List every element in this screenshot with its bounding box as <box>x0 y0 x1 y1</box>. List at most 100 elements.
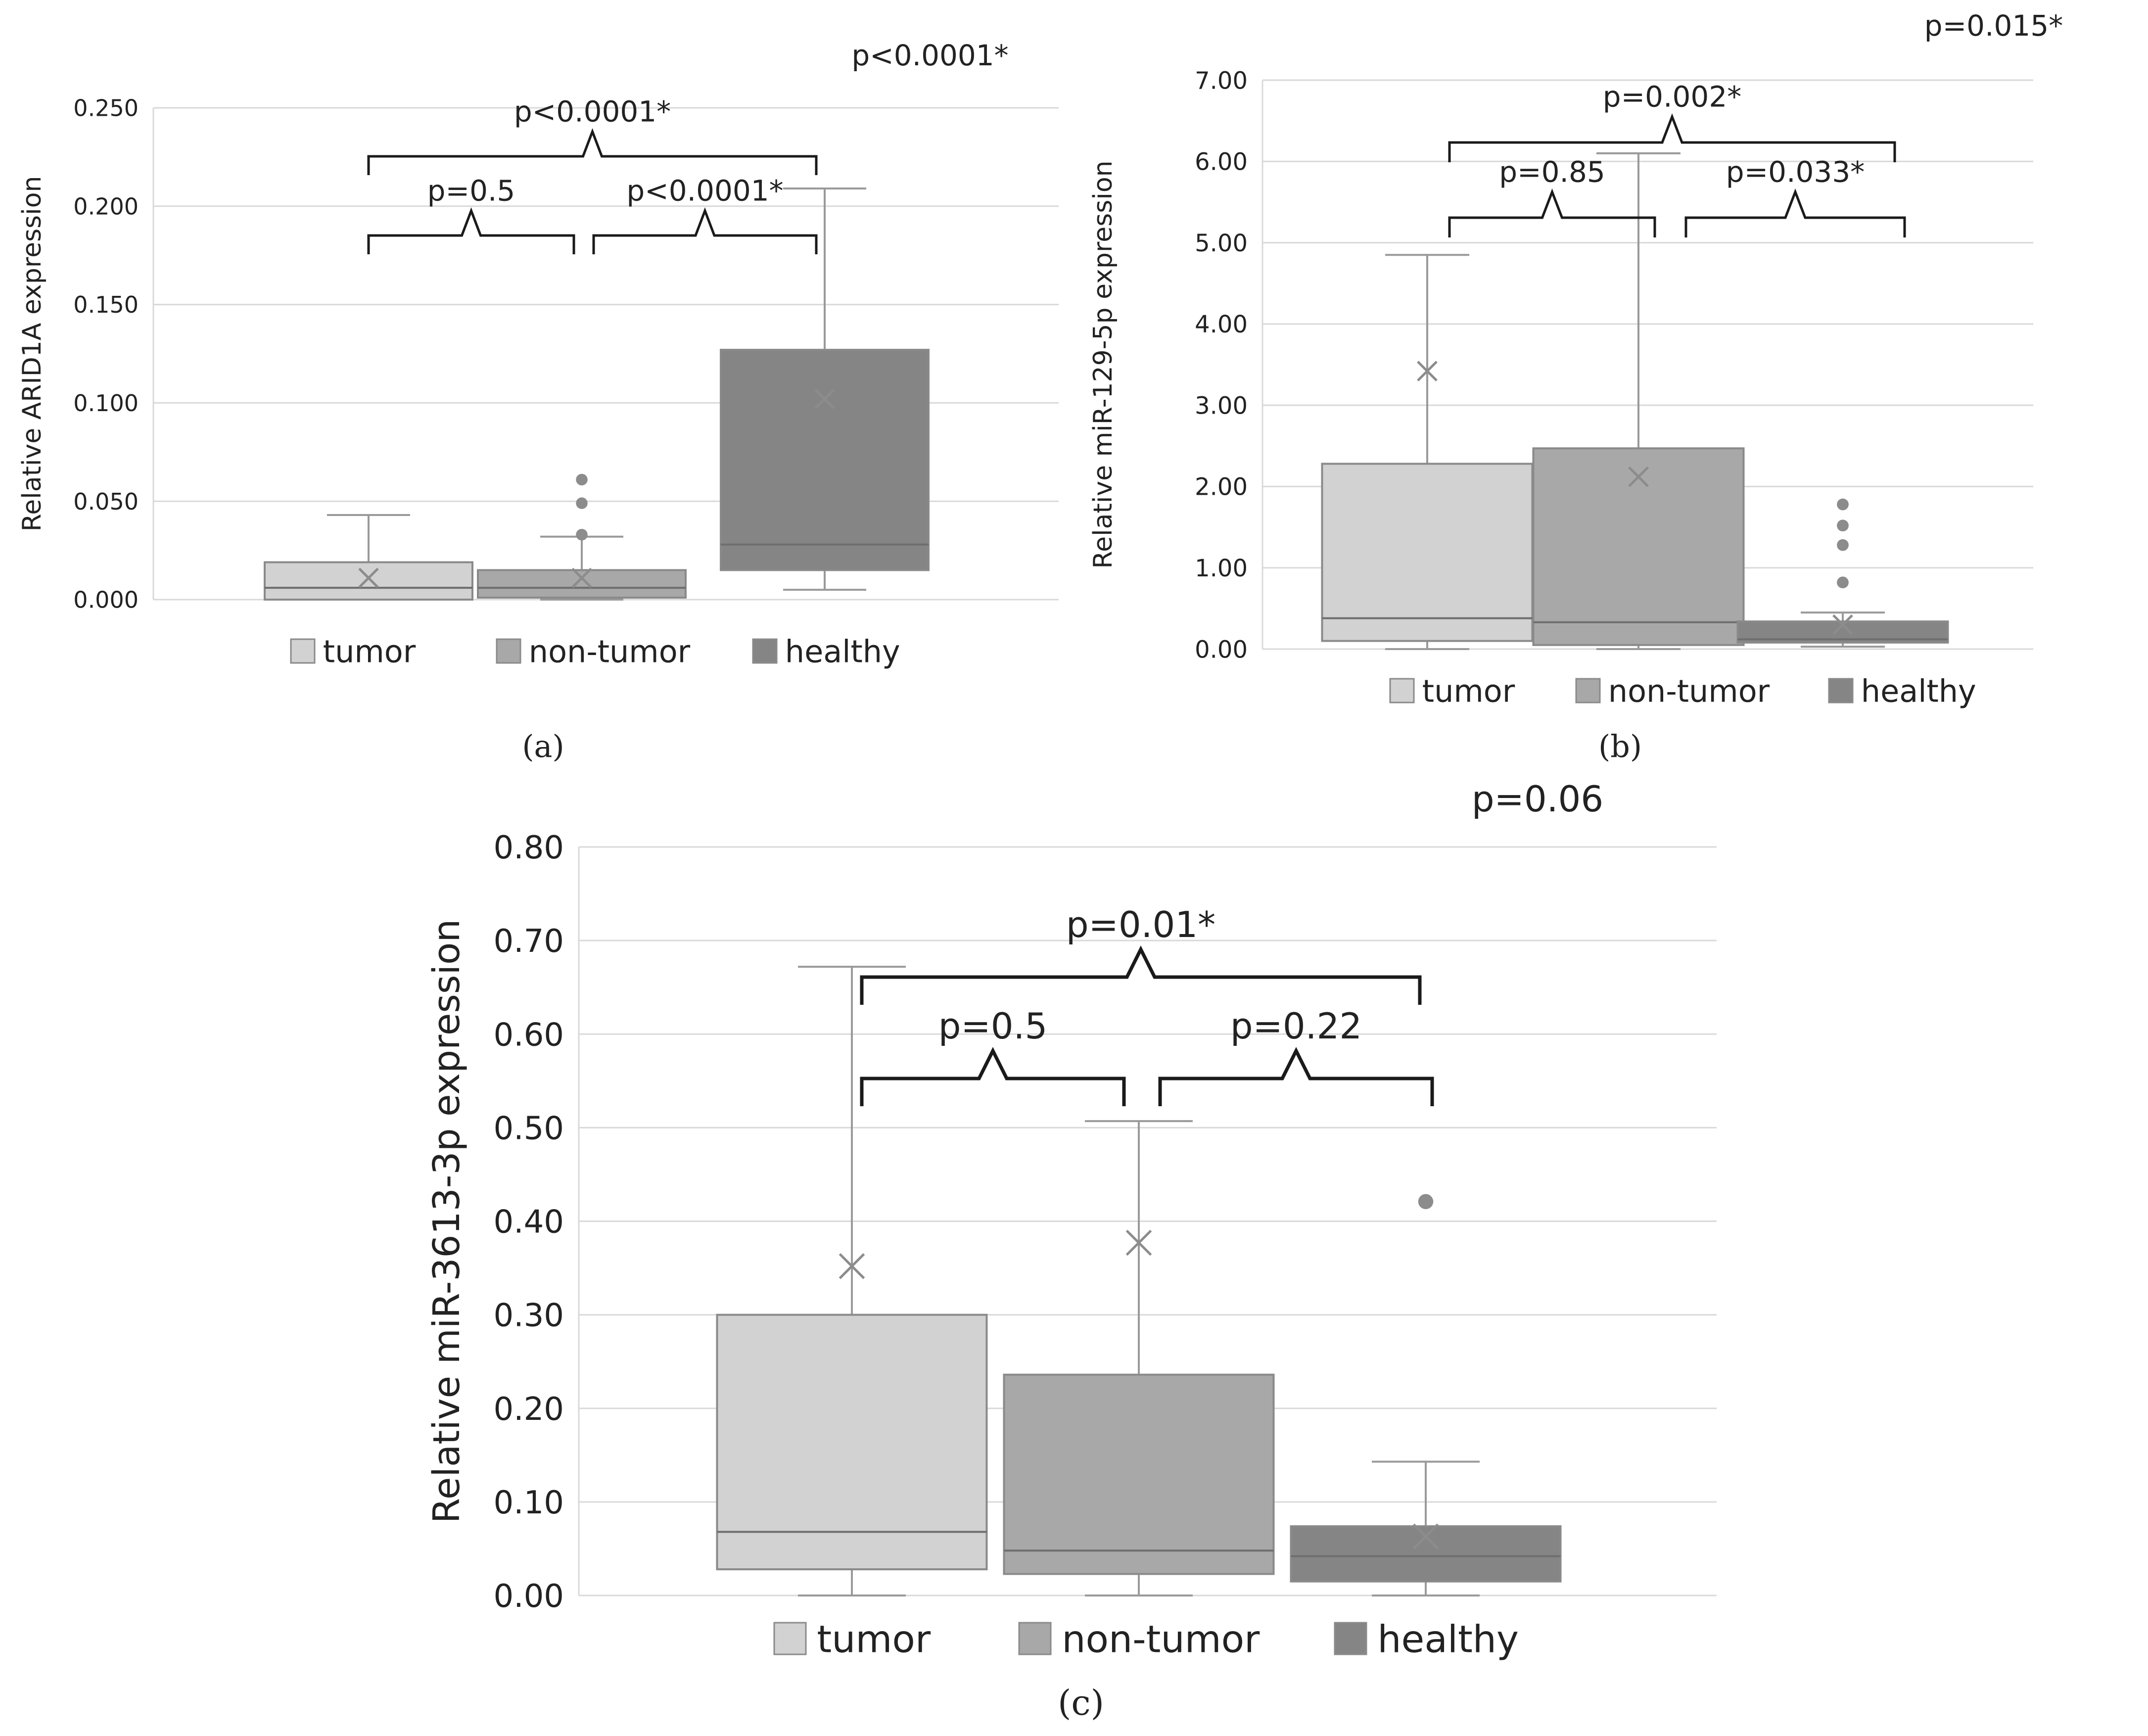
outlier-point <box>1418 1194 1434 1210</box>
comparison-bracket <box>860 945 1422 1005</box>
legend-swatch <box>496 638 521 664</box>
box-tumor <box>1321 254 1534 650</box>
outlier-point <box>1837 576 1849 589</box>
outlier-point <box>576 473 588 486</box>
outlier-point <box>1837 539 1849 551</box>
overall-p-value: p=0.06 <box>1472 778 1603 820</box>
box-non-tumor <box>477 473 687 601</box>
comparison-bracket <box>367 128 818 175</box>
comparison-bracket <box>1158 1047 1434 1106</box>
mean-marker <box>571 567 592 588</box>
mean-marker <box>839 1253 865 1279</box>
overall-p-value: p<0.0001* <box>851 39 1008 72</box>
box-iqr <box>264 561 473 601</box>
box-healthy <box>720 188 930 591</box>
box-tumor <box>716 966 988 1596</box>
legend-label: tumor <box>1422 673 1515 709</box>
mean-marker <box>1412 1523 1439 1550</box>
legend-label: healthy <box>1377 1617 1519 1661</box>
legend-swatch <box>1828 678 1854 704</box>
y-tick-label: 4.00 <box>1195 311 1248 338</box>
y-axis-label: Relative miR-129-5p expression <box>1088 160 1118 568</box>
box-healthy <box>1290 1194 1562 1596</box>
legend-label: non-tumor <box>1062 1617 1260 1661</box>
y-tick-label: 0.10 <box>494 1485 564 1521</box>
comparison-p-value: p<0.0001* <box>626 174 783 208</box>
legend-swatch <box>1389 678 1415 704</box>
panel-caption: (c) <box>1058 1683 1104 1723</box>
panel-caption: (b) <box>1598 728 1642 764</box>
comparison-p-value: p=0.85 <box>1499 155 1605 189</box>
comparison-bracket <box>1684 188 1906 237</box>
y-tick-label: 0.40 <box>494 1204 564 1241</box>
comparison-p-value: p=0.5 <box>427 174 515 208</box>
y-tick-label: 0.30 <box>494 1298 564 1334</box>
box-iqr <box>720 349 930 571</box>
comparison-p-value: p=0.22 <box>1230 1005 1362 1047</box>
comparison-p-value: p=0.033* <box>1726 155 1865 189</box>
y-tick-label: 0.60 <box>494 1017 564 1053</box>
box-iqr <box>477 569 687 599</box>
mean-marker <box>1832 614 1853 635</box>
y-tick-label: 0.050 <box>73 488 139 515</box>
y-axis-label: Relative ARID1A expression <box>17 176 47 532</box>
box-tumor <box>264 514 473 601</box>
y-tick-label: 1.00 <box>1195 555 1248 582</box>
outlier-point <box>576 497 588 509</box>
legend-swatch <box>1575 678 1601 704</box>
y-tick-label: 3.00 <box>1195 392 1248 420</box>
y-tick-label: 0.00 <box>1195 636 1248 663</box>
comparison-bracket <box>367 207 575 254</box>
y-tick-label: 5.00 <box>1195 230 1248 257</box>
mean-marker <box>1628 466 1649 487</box>
overall-p-value: p=0.015* <box>1924 9 2063 43</box>
legend-swatch <box>1334 1622 1367 1655</box>
legend-label: non-tumor <box>1608 673 1770 709</box>
box-iqr <box>1532 447 1745 646</box>
comparison-p-value: p=0.002* <box>1603 80 1741 114</box>
outlier-point <box>1837 519 1849 532</box>
chart-panel-1: 0.00 1.00 2.00 3.00 4.00 5.00 6.00 7.00 Relative… <box>1088 9 2063 764</box>
panel-caption: (a) <box>522 728 564 764</box>
comparison-bracket <box>592 207 818 254</box>
comparison-p-value: p<0.0001* <box>514 95 671 129</box>
legend-label: healthy <box>785 633 900 669</box>
comparison-bracket <box>860 1047 1126 1106</box>
legend-swatch <box>752 638 778 664</box>
y-tick-label: 2.00 <box>1195 473 1248 501</box>
y-tick-label: 0.20 <box>494 1391 564 1428</box>
comparison-bracket <box>1448 113 1896 162</box>
box-non-tumor <box>1532 152 1745 650</box>
mean-marker <box>358 567 379 588</box>
box-healthy <box>1736 498 1949 648</box>
chart-panel-0: 0.000 0.050 0.100 0.150 0.200 0.250 Relative A… <box>17 39 1059 764</box>
y-tick-label: 0.80 <box>494 830 564 866</box>
legend-label: tumor <box>817 1617 931 1661</box>
y-tick-label: 7.00 <box>1195 67 1248 94</box>
y-axis-label: Relative miR-3613-3p expression <box>425 919 468 1523</box>
box-non-tumor <box>1003 1120 1275 1596</box>
chart-panel-2: 0.00 0.10 0.20 0.30 0.40 0.50 0.60 0.70 0.80 Rela… <box>425 778 1717 1723</box>
legend-swatch <box>1018 1622 1052 1655</box>
legend-swatch <box>290 638 316 664</box>
box-iqr <box>716 1314 988 1571</box>
box-iqr <box>1321 463 1534 642</box>
outlier-point <box>1837 498 1849 511</box>
y-tick-label: 0.000 <box>73 587 139 613</box>
y-tick-label: 0.200 <box>73 193 139 220</box>
comparison-p-value: p=0.01* <box>1066 904 1215 945</box>
legend-label: non-tumor <box>529 633 691 669</box>
comparison-bracket <box>1448 188 1656 237</box>
y-tick-label: 6.00 <box>1195 148 1248 176</box>
y-tick-label: 0.150 <box>73 291 139 318</box>
y-tick-label: 0.50 <box>494 1110 564 1147</box>
box-iqr <box>1290 1525 1562 1583</box>
mean-marker <box>814 388 835 410</box>
mean-marker <box>1125 1229 1152 1256</box>
legend-label: healthy <box>1861 673 1976 709</box>
y-tick-label: 0.250 <box>73 95 139 122</box>
mean-marker <box>1417 361 1438 382</box>
outlier-point <box>576 529 588 541</box>
legend-label: tumor <box>323 633 416 669</box>
y-tick-label: 0.70 <box>494 923 564 960</box>
